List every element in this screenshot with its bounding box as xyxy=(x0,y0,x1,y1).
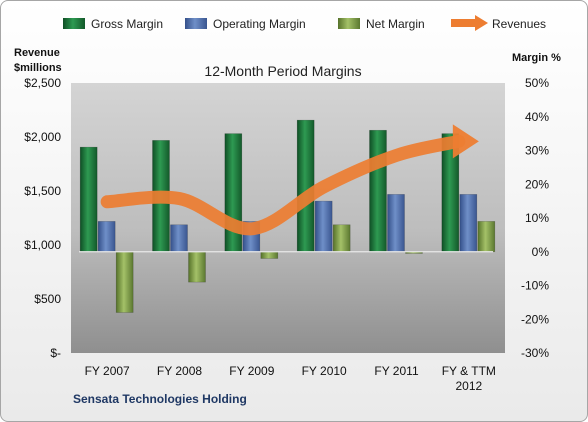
left-tick-label: $2,000 xyxy=(24,130,61,144)
left-tick-label: $500 xyxy=(34,292,61,306)
legend-revenues-label: Revenues xyxy=(492,17,546,31)
legend-net-margin-swatch xyxy=(338,18,360,29)
legend-gross-margin-label: Gross Margin xyxy=(91,17,163,31)
left-tick-label: $2,500 xyxy=(24,76,61,90)
category-labels: FY 2007 FY 2008 FY 2009 FY 2010 FY 2011 FY & … xyxy=(85,364,496,393)
net-margin-bar xyxy=(188,251,206,283)
category-label: FY 2009 xyxy=(229,364,274,378)
right-tick-label: -30% xyxy=(521,346,549,360)
category-label: FY & TTM 2012 xyxy=(442,364,496,393)
right-tick-label: 50% xyxy=(525,76,549,90)
legend-operating-margin-label: Operating Margin xyxy=(213,17,306,31)
operating-margin-bar xyxy=(387,194,405,253)
left-axis-label-line1: Revenue xyxy=(14,47,60,59)
category-label: FY 2007 xyxy=(85,364,130,378)
revenues-line xyxy=(100,134,466,236)
right-tick-label: 20% xyxy=(525,177,549,191)
left-axis: $- $500 $1,000 $1,500 $2,000 $2,500 xyxy=(24,76,61,360)
chart-title: 12-Month Period Margins xyxy=(204,63,361,79)
category-label: FY 2010 xyxy=(302,364,347,378)
net-margin-bar xyxy=(260,251,279,259)
left-tick-label: $- xyxy=(50,346,61,360)
right-axis-label: Margin % xyxy=(512,52,561,64)
right-axis: -30% -20% -10% 0% 10% 20% 30% 40% 50% xyxy=(521,76,549,360)
right-tick-label: 40% xyxy=(525,110,549,124)
right-tick-label: 30% xyxy=(525,144,549,158)
left-tick-label: $1,500 xyxy=(24,184,61,198)
footer-company-name: Sensata Technologies Holding xyxy=(73,392,247,406)
category-label: FY 2011 xyxy=(374,364,419,378)
gross-margin-bar xyxy=(369,129,387,253)
net-margin-bar xyxy=(477,221,496,253)
net-margin-bar xyxy=(332,224,351,253)
legend-revenues-arrowhead xyxy=(475,15,488,31)
legend-operating-margin-swatch xyxy=(185,18,207,29)
operating-margin-bar xyxy=(459,194,478,253)
net-margin-bar xyxy=(115,251,134,313)
right-tick-label: 10% xyxy=(525,211,549,225)
left-tick-label: $1,000 xyxy=(24,238,61,252)
gross-margin-bar xyxy=(79,146,98,253)
operating-margin-bar xyxy=(97,221,116,253)
right-tick-label: 0% xyxy=(532,245,550,259)
legend-gross-margin-swatch xyxy=(63,18,85,29)
operating-margin-bar xyxy=(170,224,188,253)
category-label: FY 2008 xyxy=(157,364,202,378)
left-axis-label-line2: $millions xyxy=(14,62,62,74)
revenues-arrowhead xyxy=(452,124,479,159)
operating-margin-bar xyxy=(314,200,333,253)
legend: Gross Margin Operating Margin Net Margin… xyxy=(63,15,546,31)
right-tick-label: -20% xyxy=(521,312,549,326)
legend-net-margin-label: Net Margin xyxy=(366,17,425,31)
right-tick-label: -10% xyxy=(521,279,549,293)
revenue-line-group xyxy=(100,124,479,236)
gross-margin-bar xyxy=(296,119,315,253)
